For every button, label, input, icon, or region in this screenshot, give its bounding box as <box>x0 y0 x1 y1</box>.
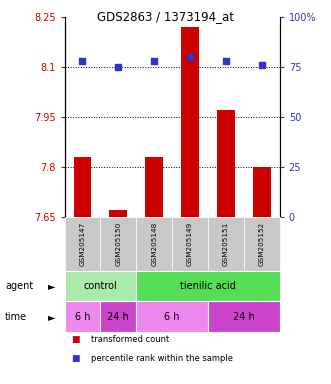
Text: GSM205152: GSM205152 <box>259 222 265 266</box>
Text: ►: ► <box>48 312 55 322</box>
Bar <box>109 210 127 217</box>
Point <box>80 58 85 64</box>
Text: GSM205151: GSM205151 <box>223 222 229 266</box>
Text: ■: ■ <box>71 354 80 363</box>
Text: control: control <box>83 281 117 291</box>
Point <box>223 58 228 64</box>
Text: 6 h: 6 h <box>165 312 180 322</box>
Bar <box>181 27 199 217</box>
Text: GSM205147: GSM205147 <box>79 222 85 266</box>
Text: transformed count: transformed count <box>91 335 169 344</box>
Text: agent: agent <box>5 281 33 291</box>
Bar <box>145 157 163 217</box>
Text: tienilic acid: tienilic acid <box>180 281 236 291</box>
Point <box>187 54 193 60</box>
Text: GSM205148: GSM205148 <box>151 222 157 266</box>
Text: 24 h: 24 h <box>233 312 255 322</box>
Text: 6 h: 6 h <box>75 312 90 322</box>
Bar <box>217 111 235 217</box>
Point <box>259 62 264 68</box>
Text: ■: ■ <box>71 335 80 344</box>
Point <box>152 58 157 64</box>
Text: 24 h: 24 h <box>108 312 129 322</box>
Text: time: time <box>5 312 27 322</box>
Text: percentile rank within the sample: percentile rank within the sample <box>91 354 233 363</box>
Bar <box>73 157 91 217</box>
Text: ►: ► <box>48 281 55 291</box>
Text: GDS2863 / 1373194_at: GDS2863 / 1373194_at <box>97 10 234 23</box>
Bar <box>253 167 271 217</box>
Text: GSM205150: GSM205150 <box>115 222 121 266</box>
Text: GSM205149: GSM205149 <box>187 222 193 266</box>
Point <box>116 64 121 70</box>
